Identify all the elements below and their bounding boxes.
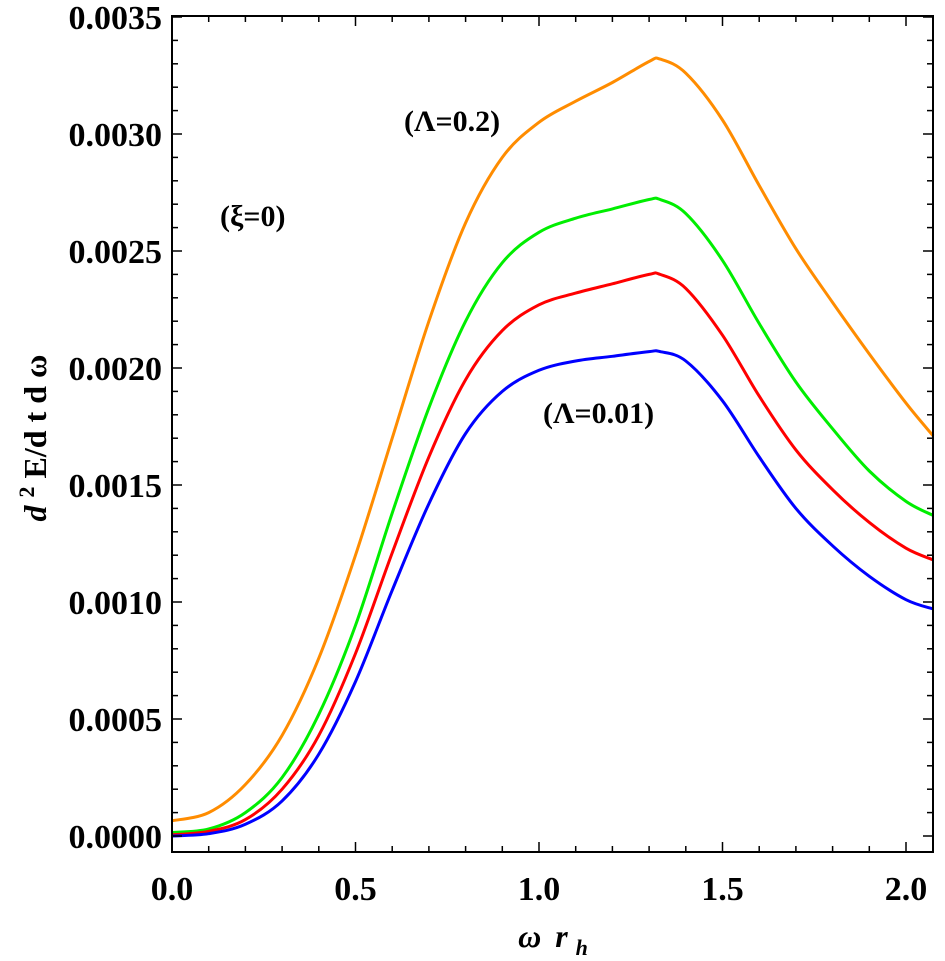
- y-tick-label: 0.0035: [69, 0, 163, 37]
- plot-series: [171, 56, 935, 838]
- x-tick-label: 2.0: [885, 871, 928, 908]
- series-line-0: [171, 56, 935, 823]
- y-axis-label-sup: 2: [14, 486, 39, 497]
- y-axis-label-d: d: [17, 504, 53, 521]
- y-tick-label: 0.0025: [69, 234, 163, 271]
- y-tick-label: 0.0030: [69, 117, 163, 154]
- y-tick-label: 0.0020: [69, 351, 163, 388]
- plot-frame: [171, 15, 934, 853]
- y-axis-label: d 2 E/d t d ω: [5, 355, 53, 522]
- annotation-xi: (ξ=0): [220, 200, 285, 233]
- annotation-lambda-0-2: (Λ=0.2): [404, 105, 500, 138]
- x-axis-label: ω r h: [518, 918, 588, 960]
- x-tick-label: 0.5: [334, 871, 377, 908]
- y-axis-label-rest: E/d t d ω: [17, 355, 53, 479]
- x-axis-label-sub: h: [576, 935, 588, 960]
- series-line-1: [171, 196, 934, 834]
- series-line-3: [171, 349, 934, 838]
- x-axis-label-r: r: [555, 918, 568, 954]
- series-line-2: [171, 271, 934, 837]
- plot-frame-rect: [171, 15, 934, 853]
- annotation-lambda-0-01: (Λ=0.01): [543, 397, 654, 430]
- y-tick-label: 0.0010: [69, 585, 163, 622]
- x-tick-label: 1.5: [701, 871, 744, 908]
- x-tick-label: 1.0: [518, 871, 561, 908]
- axis-tick-labels: 0.0 0.5 1.0 1.5 2.0 0.0000 0.0005 0.0010 0.0015 0…: [69, 0, 928, 908]
- axis-ticks: [171, 16, 933, 852]
- y-tick-label: 0.0000: [69, 819, 163, 856]
- x-axis-label-omega: ω: [518, 918, 541, 954]
- x-tick-label: 0.0: [151, 871, 194, 908]
- y-tick-label: 0.0005: [69, 702, 163, 739]
- y-tick-label: 0.0015: [69, 468, 163, 505]
